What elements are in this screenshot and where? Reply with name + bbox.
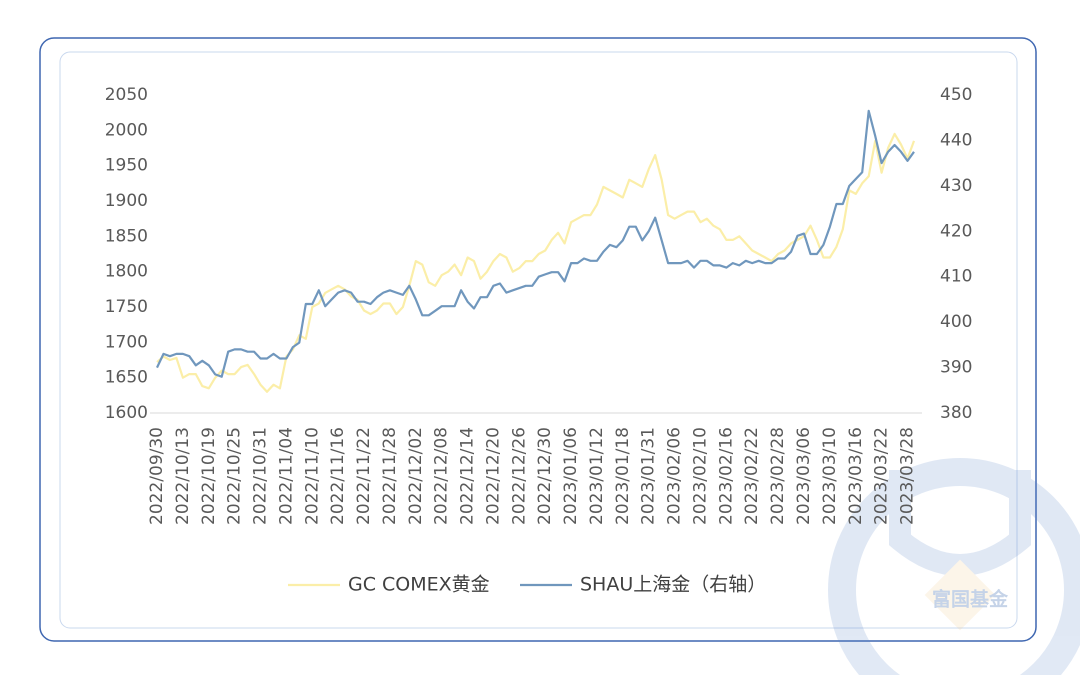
- x-tick-label: 2022/11/16: [328, 427, 348, 525]
- series-line: [156, 109, 915, 378]
- x-tick-label: 2023/01/12: [587, 427, 607, 525]
- y-tick-label: 1850: [105, 226, 148, 246]
- y2-tick-label: 450: [940, 85, 972, 105]
- x-tick-label: 2022/10/25: [225, 427, 245, 525]
- x-tick-label: 2022/10/13: [173, 427, 193, 525]
- x-tick-label: 2023/03/22: [872, 427, 892, 525]
- y2-tick-label: 410: [940, 267, 972, 287]
- x-tick-label: 2022/11/10: [302, 427, 322, 525]
- x-tick-label: 2023/01/31: [639, 427, 659, 525]
- watermark-text: 富国基金: [932, 588, 1009, 611]
- y2-tick-label: 430: [940, 176, 972, 196]
- y2-tick-label: 400: [940, 312, 972, 332]
- x-tick-label: 2022/09/30: [147, 427, 167, 525]
- y2-tick-label: 380: [940, 403, 972, 423]
- y-tick-label: 1700: [105, 332, 148, 352]
- x-tick-label: 2023/02/28: [768, 427, 788, 525]
- outer-frame: [39, 37, 1037, 642]
- y-tick-label: 2050: [105, 85, 148, 105]
- y2-tick-label: 420: [940, 221, 972, 241]
- y-tick-label: 1800: [105, 262, 148, 282]
- y2-tick-label: 440: [940, 130, 972, 150]
- x-tick-label: 2023/01/18: [613, 427, 633, 525]
- x-tick-label: 2022/12/26: [509, 427, 529, 525]
- x-tick-label: 2023/02/10: [690, 427, 710, 525]
- x-tick-label: 2022/10/19: [199, 427, 219, 525]
- x-tick-label: 2022/10/31: [251, 427, 271, 525]
- x-tick-label: 2022/12/02: [406, 427, 426, 525]
- x-tick-label: 2023/03/06: [794, 427, 814, 525]
- x-tick-label: 2023/03/28: [898, 427, 918, 525]
- x-tick-label: 2023/03/10: [820, 427, 840, 525]
- x-tick-label: 2023/02/16: [716, 427, 736, 525]
- x-tick-label: 2022/11/04: [276, 427, 296, 525]
- y2-tick-label: 390: [940, 358, 972, 378]
- x-tick-label: 2023/03/16: [846, 427, 866, 525]
- inner-frame: [59, 51, 1018, 629]
- y-tick-label: 2000: [105, 120, 148, 140]
- y-tick-label: 1950: [105, 156, 148, 176]
- x-tick-label: 2022/12/08: [432, 427, 452, 525]
- y-tick-label: 1600: [105, 403, 148, 423]
- watermark-logo: [828, 458, 1080, 675]
- series-line: [156, 132, 916, 393]
- x-tick-label: 2022/12/30: [535, 427, 555, 525]
- x-tick-label: 2023/01/06: [561, 427, 581, 525]
- x-tick-label: 2023/02/06: [665, 427, 685, 525]
- x-tick-label: 2022/12/20: [483, 427, 503, 525]
- y-tick-label: 1750: [105, 297, 148, 317]
- y-tick-label: 1900: [105, 191, 148, 211]
- x-tick-label: 2022/11/22: [354, 427, 374, 525]
- x-tick-label: 2022/11/28: [380, 427, 400, 525]
- x-tick-label: 2023/02/22: [742, 427, 762, 525]
- legend-label: GC COMEX黄金: [348, 574, 490, 596]
- x-tick-label: 2022/12/14: [458, 427, 478, 525]
- legend-label: SHAU上海金（右轴）: [580, 574, 766, 596]
- y-tick-label: 1650: [105, 368, 148, 388]
